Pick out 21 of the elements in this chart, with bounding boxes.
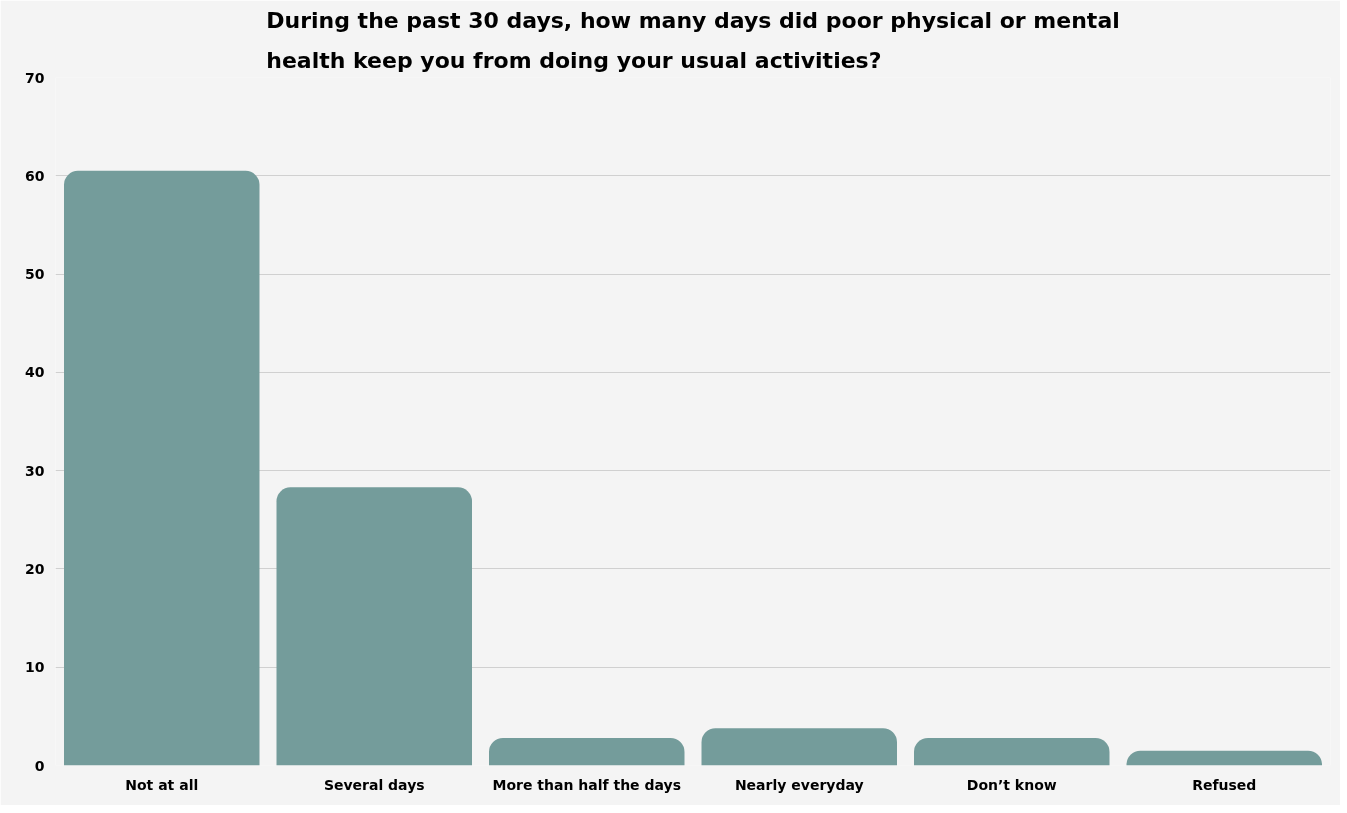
bar — [276, 487, 472, 766]
y-tick-label: 70 — [25, 69, 45, 86]
y-tick-label: 30 — [25, 462, 45, 479]
bar — [489, 737, 685, 766]
x-tick-label: Several days — [323, 776, 425, 793]
y-tick-label: 50 — [25, 266, 45, 283]
y-tick-label: 20 — [25, 560, 45, 577]
bar — [1126, 750, 1322, 766]
bar — [701, 728, 897, 766]
x-tick-label: Nearly everyday — [734, 776, 864, 793]
bar — [64, 170, 260, 766]
y-tick-label: 0 — [34, 757, 45, 774]
y-tick-label: 10 — [25, 659, 45, 676]
x-tick-label: Not at all — [125, 776, 199, 793]
y-tick-label: 60 — [25, 167, 45, 184]
x-tick-label: More than half the days — [492, 776, 681, 793]
x-tick-label: Don’t know — [966, 776, 1057, 793]
chart-title: During the past 30 days, how many days did poor physical or mental health keep you from doing your usual activities? — [266, 7, 1120, 73]
bar — [914, 737, 1110, 766]
x-tick-label: Refused — [1192, 776, 1257, 793]
y-tick-label: 40 — [25, 364, 45, 381]
